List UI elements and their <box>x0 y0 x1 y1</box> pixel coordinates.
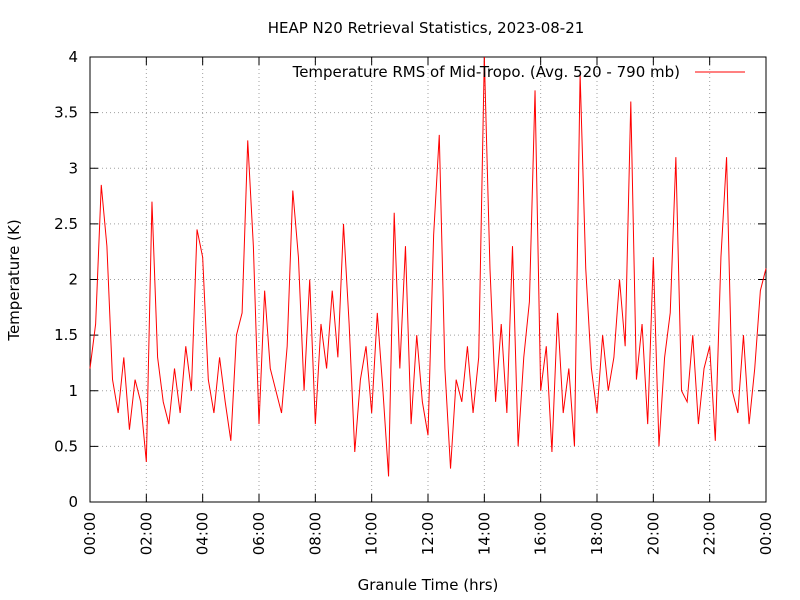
chart-title: HEAP N20 Retrieval Statistics, 2023-08-2… <box>268 19 585 37</box>
data-line <box>89 56 767 477</box>
x-axis-label: Granule Time (hrs) <box>358 576 499 594</box>
y-tick-label: 2 <box>68 271 78 289</box>
x-tick-label: 00:00 <box>757 512 775 555</box>
y-tick-label: 0 <box>68 493 78 511</box>
y-tick-label: 3.5 <box>54 104 78 122</box>
x-tick-label: 02:00 <box>137 512 155 555</box>
y-tick-label: 1.5 <box>54 326 78 344</box>
legend-label: Temperature RMS of Mid-Tropo. (Avg. 520 … <box>292 63 680 81</box>
x-tick-label: 14:00 <box>475 512 493 555</box>
x-tick-label: 20:00 <box>644 512 662 555</box>
x-tick-label: 00:00 <box>81 512 99 555</box>
y-tick-label: 0.5 <box>54 437 78 455</box>
y-tick-label: 2.5 <box>54 215 78 233</box>
x-tick-label: 04:00 <box>194 512 212 555</box>
y-tick-label: 1 <box>68 382 78 400</box>
y-axis-label: Temperature (K) <box>5 219 23 341</box>
x-tick-label: 06:00 <box>250 512 268 555</box>
y-tick-label: 3 <box>68 159 78 177</box>
x-tick-label: 16:00 <box>532 512 550 555</box>
x-tick-label: 12:00 <box>419 512 437 555</box>
x-tick-label: 10:00 <box>363 512 381 555</box>
x-tick-label: 08:00 <box>306 512 324 555</box>
plot-frame <box>89 56 767 503</box>
y-tick-label: 4 <box>68 48 78 66</box>
x-tick-label: 18:00 <box>588 512 606 555</box>
x-tick-label: 22:00 <box>701 512 719 555</box>
